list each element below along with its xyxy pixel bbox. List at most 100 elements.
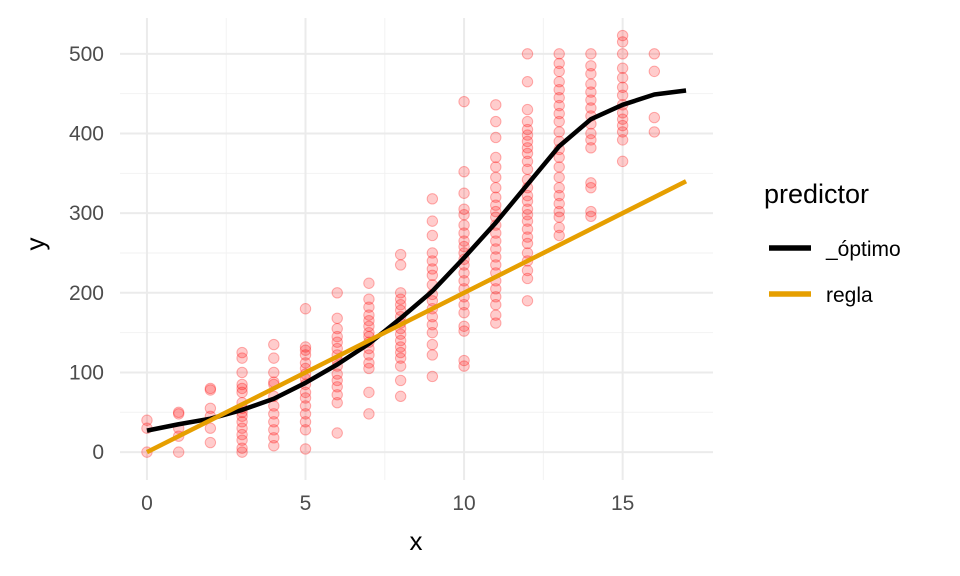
data-point bbox=[521, 155, 534, 168]
data-point bbox=[363, 277, 375, 289]
data-point bbox=[458, 325, 470, 337]
series-line-regla bbox=[145, 179, 688, 455]
data-point bbox=[490, 99, 502, 111]
data-point bbox=[521, 135, 534, 148]
data-point bbox=[553, 91, 565, 104]
data-point bbox=[394, 293, 407, 305]
data-point bbox=[648, 126, 661, 138]
data-point bbox=[616, 29, 629, 42]
data-point bbox=[458, 235, 470, 247]
data-point bbox=[553, 221, 565, 234]
data-point bbox=[458, 240, 470, 253]
data-point bbox=[458, 95, 470, 108]
data-point bbox=[490, 259, 502, 271]
data-point bbox=[521, 231, 534, 243]
data-point bbox=[426, 295, 439, 307]
data-point bbox=[648, 48, 661, 60]
data-point bbox=[521, 142, 534, 154]
data-point bbox=[490, 283, 502, 295]
data-point bbox=[236, 416, 248, 428]
data-point bbox=[616, 126, 629, 138]
data-point bbox=[363, 326, 375, 339]
data-point bbox=[331, 381, 343, 393]
data-point bbox=[553, 211, 565, 223]
data-point bbox=[236, 352, 248, 364]
series-lines bbox=[145, 88, 688, 455]
data-point bbox=[490, 181, 502, 194]
data-point bbox=[363, 314, 375, 327]
data-point bbox=[268, 408, 280, 420]
data-point bbox=[458, 360, 470, 372]
data-point bbox=[363, 349, 375, 361]
data-point bbox=[490, 309, 502, 321]
data-point bbox=[268, 352, 280, 364]
minor-grid bbox=[120, 18, 713, 480]
data-point bbox=[426, 326, 439, 339]
data-point bbox=[331, 342, 343, 355]
data-point bbox=[394, 390, 407, 403]
data-point bbox=[268, 338, 280, 351]
series-line-optimo bbox=[146, 88, 687, 433]
data-point bbox=[553, 197, 565, 210]
data-point bbox=[616, 119, 629, 132]
data-point bbox=[363, 301, 375, 313]
data-point bbox=[331, 374, 343, 387]
data-point bbox=[521, 295, 534, 307]
data-point bbox=[585, 102, 597, 114]
data-point bbox=[521, 115, 534, 128]
data-point bbox=[363, 362, 375, 375]
data-point bbox=[331, 330, 343, 343]
x-tick-label-5: 5 bbox=[300, 492, 312, 515]
data-point bbox=[521, 264, 534, 277]
data-point bbox=[426, 349, 439, 361]
data-point bbox=[490, 299, 502, 311]
data-point bbox=[394, 352, 407, 364]
data-point bbox=[299, 341, 312, 353]
legend: predictor _óptimo regla bbox=[764, 179, 901, 307]
data-point bbox=[426, 193, 439, 205]
data-point bbox=[394, 328, 407, 340]
legend-label-regla: regla bbox=[826, 284, 873, 307]
data-point bbox=[299, 344, 312, 356]
data-point bbox=[236, 422, 248, 434]
data-point bbox=[204, 422, 217, 434]
data-point bbox=[236, 446, 248, 458]
data-point bbox=[585, 177, 597, 189]
data-point bbox=[363, 357, 375, 369]
data-point bbox=[616, 89, 629, 101]
data-point bbox=[490, 205, 502, 218]
x-tick-label-10: 10 bbox=[452, 492, 475, 515]
data-point bbox=[616, 134, 629, 146]
data-point bbox=[585, 134, 597, 146]
data-point bbox=[394, 346, 407, 359]
data-point bbox=[521, 209, 534, 221]
data-point bbox=[394, 259, 407, 271]
data-point bbox=[553, 83, 565, 96]
data-point bbox=[585, 210, 597, 223]
y-tick-label-400: 400 bbox=[69, 123, 104, 146]
data-point bbox=[521, 129, 534, 141]
data-point bbox=[616, 155, 629, 168]
x-axis-title: x bbox=[410, 526, 423, 556]
data-point bbox=[585, 60, 597, 72]
data-point bbox=[648, 65, 661, 78]
data-point bbox=[616, 48, 629, 60]
legend-title: predictor bbox=[764, 179, 869, 209]
data-point bbox=[521, 48, 534, 60]
data-point bbox=[521, 189, 534, 202]
data-point bbox=[490, 227, 502, 239]
data-point bbox=[394, 287, 407, 299]
data-point bbox=[458, 275, 470, 287]
data-point bbox=[331, 312, 343, 324]
data-point bbox=[585, 86, 597, 98]
x-tick-label-0: 0 bbox=[141, 492, 153, 515]
data-point bbox=[331, 322, 343, 335]
data-point bbox=[172, 446, 185, 458]
data-point bbox=[490, 199, 502, 211]
data-point bbox=[236, 382, 248, 395]
y-tick-label-200: 200 bbox=[69, 282, 104, 305]
data-point bbox=[363, 293, 375, 305]
data-point bbox=[236, 428, 248, 441]
data-point bbox=[299, 386, 312, 399]
